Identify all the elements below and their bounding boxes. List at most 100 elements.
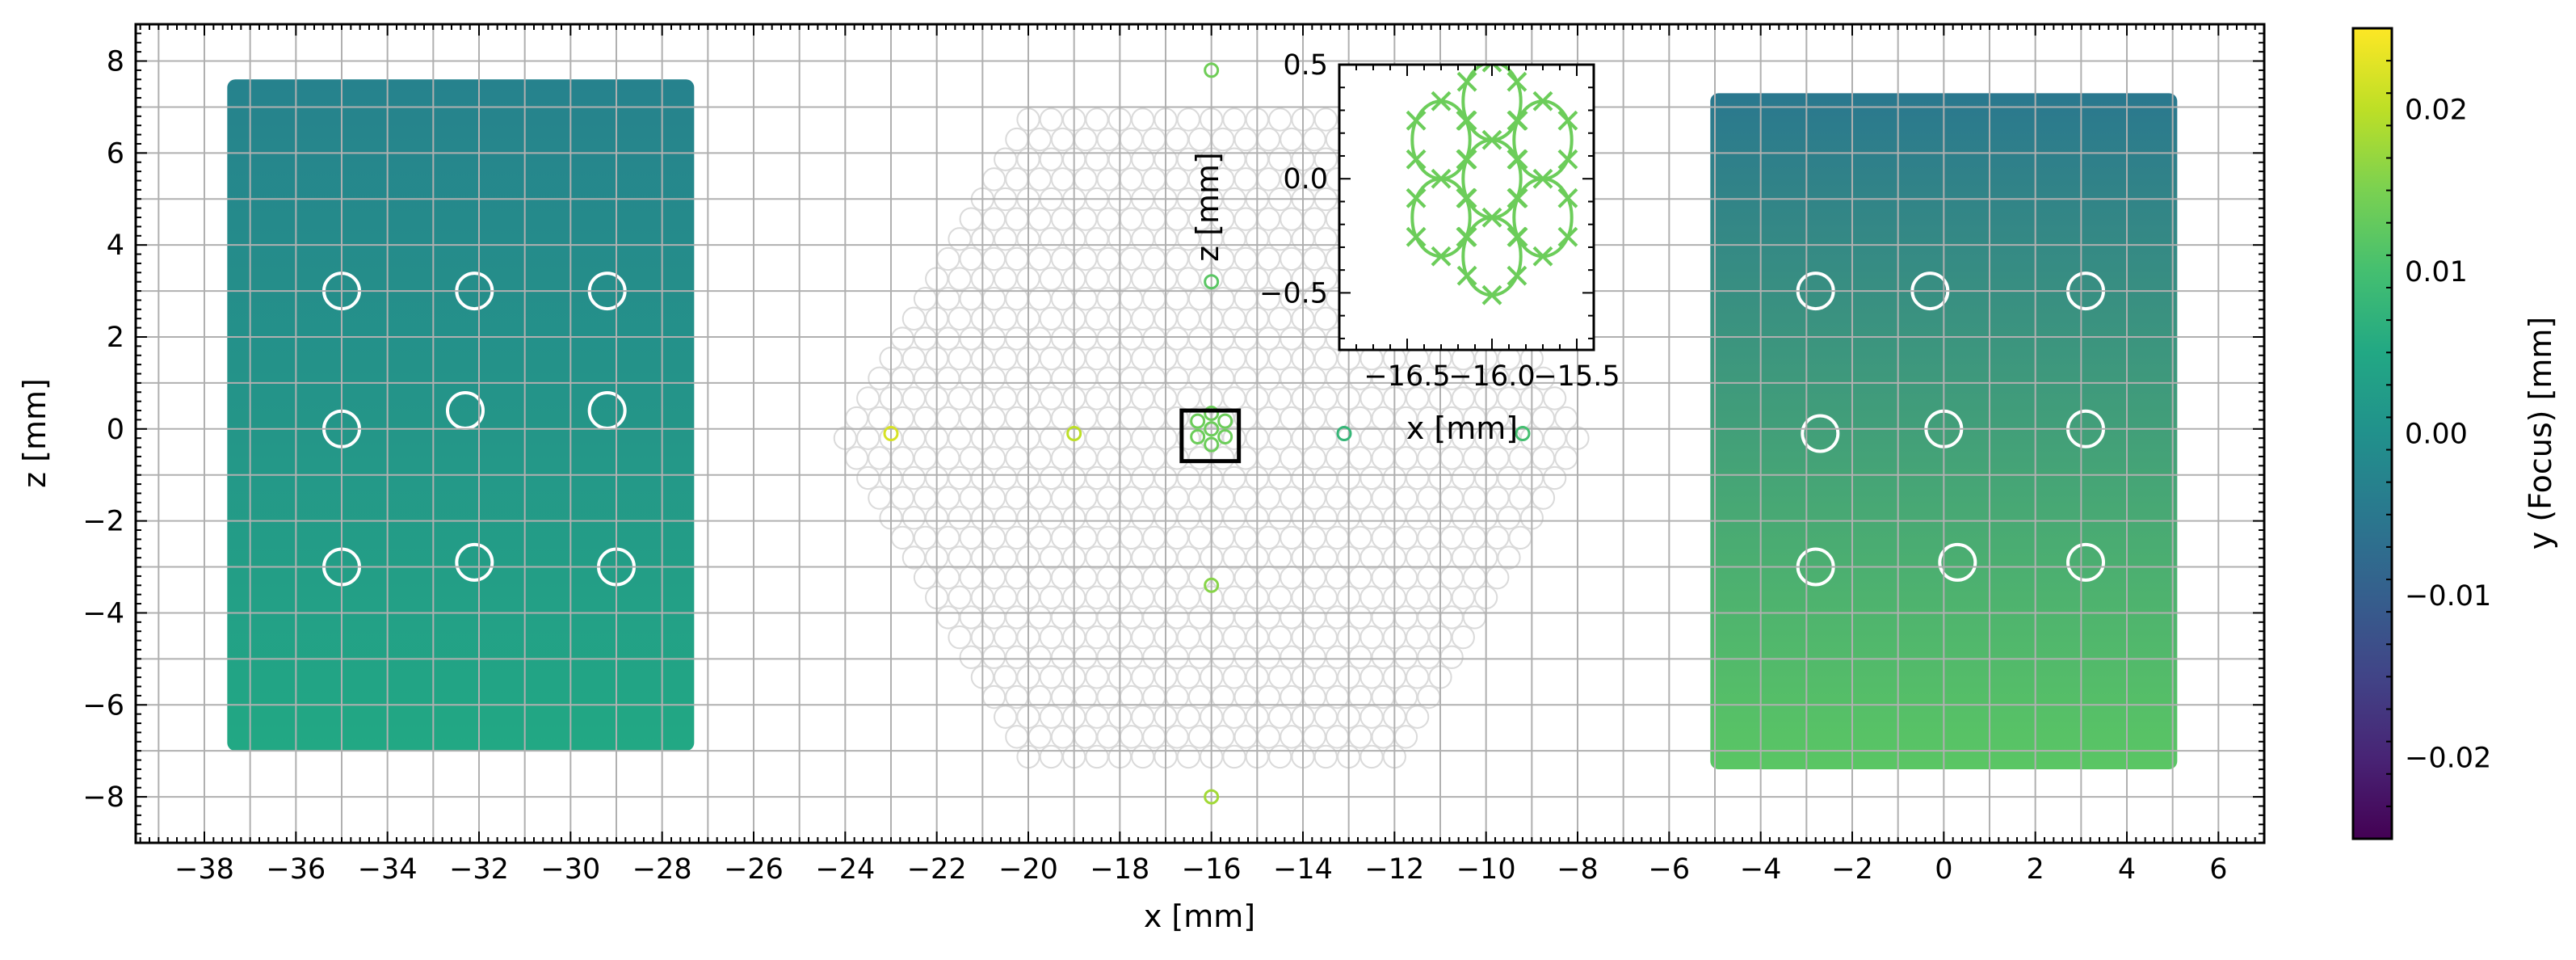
fiber-circle xyxy=(1406,506,1430,530)
x-tick-label: −16 xyxy=(1182,853,1242,886)
inset-background xyxy=(1339,65,1594,350)
fiber-circle xyxy=(1085,545,1109,570)
inset-x-marker xyxy=(1406,149,1427,170)
x-tick-label: −14 xyxy=(1273,853,1333,886)
inset-x-marker xyxy=(1456,149,1477,170)
colorbar-tick-label: −0.02 xyxy=(2405,743,2491,775)
fiber-circle xyxy=(1085,465,1109,491)
fiber-circle xyxy=(1222,267,1246,291)
fiber-circle xyxy=(1313,545,1338,570)
colorbar-tick-label: 0.01 xyxy=(2405,256,2468,288)
colorbar-ticks: −0.02 −0.01 0.00 0.01 0.02 xyxy=(2386,27,2491,840)
inset-x-marker xyxy=(1557,149,1578,170)
fiber-circle xyxy=(1268,705,1292,729)
fiber-circle xyxy=(901,426,926,450)
fiber-circle xyxy=(1268,665,1292,689)
fiber-circle xyxy=(1176,426,1200,450)
fiber-circle xyxy=(1039,705,1063,729)
inset-indicator-box xyxy=(1179,408,1242,464)
inset-y-axis-label: z [mm] xyxy=(1190,152,1225,262)
fiber-circle xyxy=(1451,625,1475,650)
fiber-circle xyxy=(1406,386,1430,411)
fiber-circle xyxy=(948,306,972,331)
fiber-circle xyxy=(1406,426,1430,450)
fiber-circle xyxy=(1359,465,1384,491)
main-plot-area: −38 −36 −34 −32 −30 −28 −26 −24 −22 −20 −18 −16 −14−… xyxy=(17,23,2266,934)
x-tick-label: −4 xyxy=(1740,853,1782,886)
x-axis-label: x [mm] xyxy=(1144,899,1255,934)
spot-circle xyxy=(1801,414,1840,453)
fiber-circle xyxy=(1313,465,1338,491)
fiber-circle xyxy=(1406,705,1430,729)
fiber-circle xyxy=(1131,705,1155,729)
fiber-circle xyxy=(1131,625,1155,650)
fiber-circle xyxy=(994,267,1018,291)
y-tick-label: 2 xyxy=(107,322,124,354)
inset-x-tick-label: −16.0 xyxy=(1448,360,1535,393)
fiber-circle xyxy=(1313,665,1338,689)
inset-x-marker xyxy=(1431,168,1452,189)
inset-x-marker xyxy=(1431,246,1452,267)
fiber-circle xyxy=(1451,545,1475,570)
fiber-circle xyxy=(1451,585,1475,609)
fiber-circle xyxy=(1313,585,1338,609)
fiber-circle xyxy=(948,625,972,650)
inset-x-marker xyxy=(1481,207,1502,228)
inset-x-marker xyxy=(1507,110,1528,131)
fiber-circle xyxy=(1497,545,1521,570)
fiber-circle xyxy=(1176,665,1200,689)
fiber-circle xyxy=(1039,585,1063,609)
fiber-circle xyxy=(1085,665,1109,689)
fiber-circle xyxy=(1359,665,1384,689)
fiber-circle xyxy=(1313,147,1338,171)
spot-circle xyxy=(455,542,494,582)
inset-x-marker xyxy=(1431,91,1452,112)
field-point-cluster xyxy=(1204,405,1220,421)
inset-axis-ticks: −16.5−16.0−15.5 −0.5 0.0 0.5 xyxy=(1259,49,1620,393)
fiber-circle xyxy=(994,465,1018,491)
x-tick-label: 2 xyxy=(2027,853,2044,886)
fiber-circle xyxy=(1406,625,1430,650)
fiber-circle xyxy=(1039,545,1063,570)
fiber-circle xyxy=(994,346,1018,371)
field-point-cluster xyxy=(1190,413,1206,429)
x-tick-label: −22 xyxy=(907,853,967,886)
fiber-circle xyxy=(1085,227,1109,251)
y-tick-label: 0 xyxy=(107,414,124,446)
x-tick-label: −8 xyxy=(1557,853,1599,886)
fiber-circle xyxy=(1085,147,1109,171)
fiber-circle xyxy=(1313,346,1338,371)
spot-circle xyxy=(1938,542,1977,582)
fiber-circle xyxy=(994,227,1018,251)
fiber-circle xyxy=(1176,585,1200,609)
inset-x-marker xyxy=(1507,226,1528,247)
fiber-circle xyxy=(1131,665,1155,689)
fiber-circle xyxy=(1268,585,1292,609)
fiber-circle xyxy=(1176,147,1200,171)
fiber-circle xyxy=(901,545,926,570)
field-point xyxy=(1204,577,1220,593)
fiber-circle xyxy=(1131,386,1155,411)
fiber-circle xyxy=(1359,585,1384,609)
fiber-circle xyxy=(1085,625,1109,650)
y-tick-label: 6 xyxy=(107,137,124,170)
fiber-circle xyxy=(1131,107,1155,132)
fiber-circle xyxy=(1268,346,1292,371)
fiber-circle xyxy=(901,465,926,491)
fiber-circle xyxy=(1039,227,1063,251)
fiber-circle xyxy=(901,306,926,331)
spot-circle xyxy=(2066,542,2105,582)
field-point xyxy=(1204,274,1220,290)
fiber-circle xyxy=(1313,625,1338,650)
fiber-circle xyxy=(1176,705,1200,729)
inset-x-marker xyxy=(1481,284,1502,305)
fiber-circle xyxy=(1039,267,1063,291)
fiber-circle xyxy=(948,585,972,609)
fiber-circle xyxy=(948,506,972,530)
x-tick-label: −6 xyxy=(1649,853,1691,886)
y-axis-label: z [mm] xyxy=(17,378,53,488)
inset-x-marker xyxy=(1481,129,1502,150)
fiber-circle xyxy=(1085,585,1109,609)
fiber-circle xyxy=(1222,744,1246,769)
